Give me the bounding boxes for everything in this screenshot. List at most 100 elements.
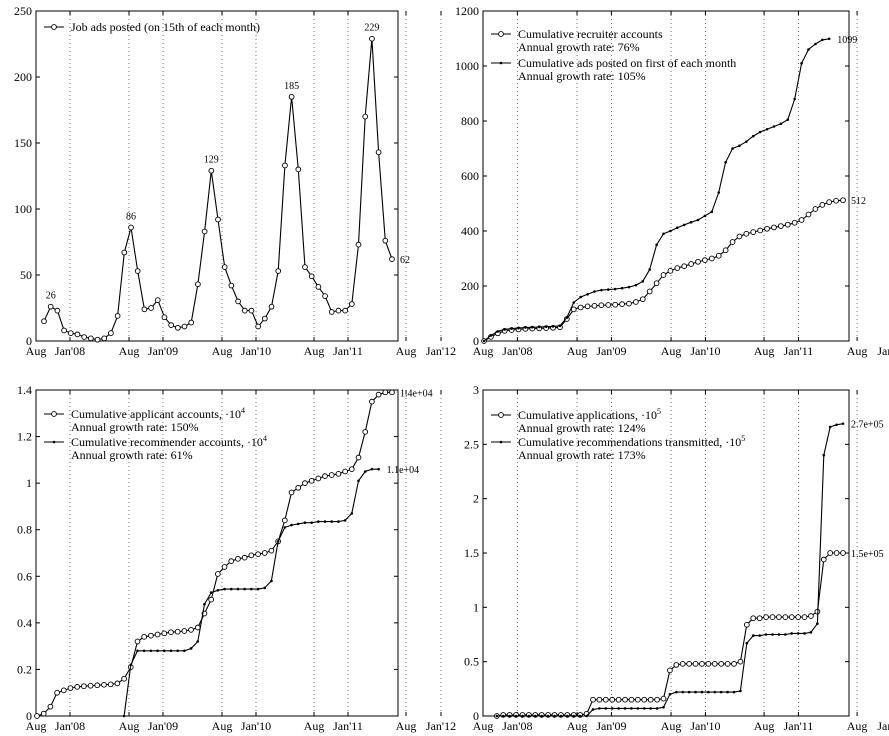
data-point <box>355 454 362 461</box>
data-point <box>256 587 260 591</box>
data-point <box>54 307 61 314</box>
data-point <box>708 255 715 262</box>
data-point <box>591 302 598 309</box>
data-point <box>822 453 826 457</box>
data-point <box>633 299 639 305</box>
data-point <box>201 228 208 235</box>
data-point <box>615 696 622 703</box>
data-point <box>642 707 646 710</box>
data-point <box>779 122 783 126</box>
x-tick-label: Jan'10 <box>690 719 720 733</box>
data-point <box>772 125 776 128</box>
x-tick-label: Jan'12 <box>426 344 456 358</box>
data-point <box>362 429 369 435</box>
data-point <box>363 470 367 473</box>
data-point <box>745 641 749 645</box>
data-point <box>261 550 268 556</box>
data-point <box>362 113 369 120</box>
y-tick-label: 200 <box>461 279 479 293</box>
data-point <box>122 714 126 718</box>
data-point <box>94 682 101 689</box>
data-point <box>617 707 620 710</box>
data-point <box>322 473 328 480</box>
data-point <box>310 521 313 525</box>
data-point <box>593 290 596 293</box>
data-point <box>675 690 678 694</box>
data-point <box>221 264 228 270</box>
data-point <box>128 224 134 231</box>
data-point <box>61 327 67 334</box>
data-point <box>296 522 300 526</box>
data-point <box>348 466 355 473</box>
y-tick-label: 0 <box>473 709 479 723</box>
x-tick-label: Jan'10 <box>241 719 271 733</box>
data-point <box>517 326 520 330</box>
x-tick-label: Jan'09 <box>596 719 626 733</box>
data-point <box>87 335 94 342</box>
series-2: 1.1e+04 Cumulative recommender accounts, … <box>44 434 420 718</box>
data-point <box>696 218 700 222</box>
data-point <box>612 301 619 308</box>
data-point <box>551 325 555 328</box>
data-point <box>764 633 768 636</box>
x-tick-label: Aug <box>212 344 233 358</box>
data-point <box>639 296 646 303</box>
data-point <box>41 318 47 325</box>
data-point <box>369 35 375 42</box>
legend-marker <box>498 31 504 37</box>
legend-superscript: 4 <box>263 434 267 443</box>
data-point <box>295 484 302 491</box>
data-point <box>796 632 800 635</box>
data-point <box>840 197 846 204</box>
data-point <box>619 301 625 308</box>
y-tick-label: 0 <box>26 334 32 348</box>
data-point <box>692 660 699 667</box>
data-point <box>357 479 360 483</box>
data-point <box>134 638 141 645</box>
data-point <box>236 587 240 591</box>
data-point <box>841 422 845 425</box>
data-point <box>722 247 729 254</box>
data-point <box>275 268 282 274</box>
series-2: 2.7e+05 Cumulative recommendations transm… <box>491 420 884 718</box>
data-point <box>148 632 154 639</box>
data-point <box>241 554 248 561</box>
legend-label: Cumulative ads posted on first of each m… <box>518 56 736 70</box>
data-point <box>546 714 550 718</box>
data-point <box>121 249 128 256</box>
data-point <box>598 302 605 309</box>
data-point <box>540 714 543 718</box>
data-point <box>778 223 784 229</box>
y-tick-label: 1 <box>26 476 32 490</box>
data-point <box>34 713 40 719</box>
data-point <box>702 257 708 264</box>
y-tick-label: 0.6 <box>17 569 32 583</box>
data-point <box>141 633 148 640</box>
x-tick-label: Aug <box>847 719 868 733</box>
data-point <box>688 261 694 267</box>
data-point <box>330 520 334 523</box>
data-point <box>156 649 159 653</box>
data-point <box>757 227 764 234</box>
data-point <box>47 703 54 710</box>
data-point <box>107 681 114 688</box>
data-point <box>508 714 511 718</box>
data-point <box>600 288 603 292</box>
x-tick-label: Aug <box>119 719 140 733</box>
data-point <box>149 649 153 653</box>
data-point <box>689 220 693 224</box>
data-point <box>786 118 790 121</box>
data-point <box>168 322 175 329</box>
legend-marker <box>499 440 503 444</box>
y-tick-label: 1.5 <box>464 546 479 560</box>
data-point <box>208 596 215 603</box>
data-point <box>816 622 819 625</box>
data-point <box>343 519 347 522</box>
data-point <box>181 628 188 634</box>
x-tick-label: Jan'08 <box>502 344 532 358</box>
x-tick-label: Aug <box>754 344 775 358</box>
x-tick-label: Aug <box>304 344 325 358</box>
end-label: 1.1e+04 <box>387 465 420 476</box>
x-tick-label: Aug <box>473 344 494 358</box>
x-tick-label: Jan'09 <box>148 719 178 733</box>
